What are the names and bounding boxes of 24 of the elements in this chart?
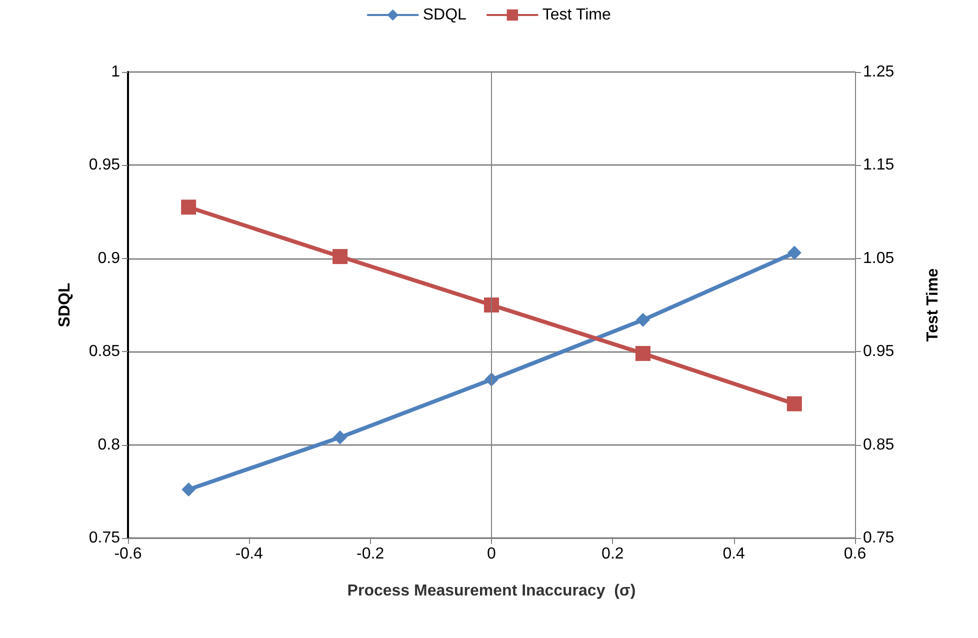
y-tick-label: 1 <box>111 64 120 80</box>
y2-tick-label: 1.05 <box>863 250 894 267</box>
y2-tick-label: 1.15 <box>863 156 894 174</box>
y-tick-label: 0.8 <box>98 436 120 454</box>
y2-tick-label: 1.25 <box>863 64 894 80</box>
x-tick-label: 0.2 <box>602 546 624 562</box>
x-tick-label: -0.4 <box>235 546 264 562</box>
x-tick-label: -0.6 <box>114 546 142 562</box>
y2-tick-label: 0.85 <box>863 436 894 454</box>
y2-axis-title: Test Time <box>924 268 942 342</box>
y-tick-label: 0.75 <box>88 530 120 546</box>
x-tick-label: 0.6 <box>844 546 866 562</box>
y-axis-title: SDQL <box>56 282 74 328</box>
x-tick-label: -0.2 <box>356 546 384 562</box>
x-tick-label: 0 <box>487 546 496 562</box>
x-axis-title: Process Measurement Inaccuracy (σ) <box>347 582 636 600</box>
y-tick-label: 0.95 <box>88 156 120 174</box>
y-tick-label: 0.9 <box>98 250 120 267</box>
legend-label: SDQL <box>422 6 467 24</box>
y2-tick-label: 0.95 <box>863 343 894 360</box>
y-tick-label: 0.85 <box>88 343 120 360</box>
x-tick-label: 0.4 <box>722 546 746 562</box>
legend-label: Test Time <box>542 6 611 24</box>
y2-tick-label: 0.75 <box>863 530 894 546</box>
